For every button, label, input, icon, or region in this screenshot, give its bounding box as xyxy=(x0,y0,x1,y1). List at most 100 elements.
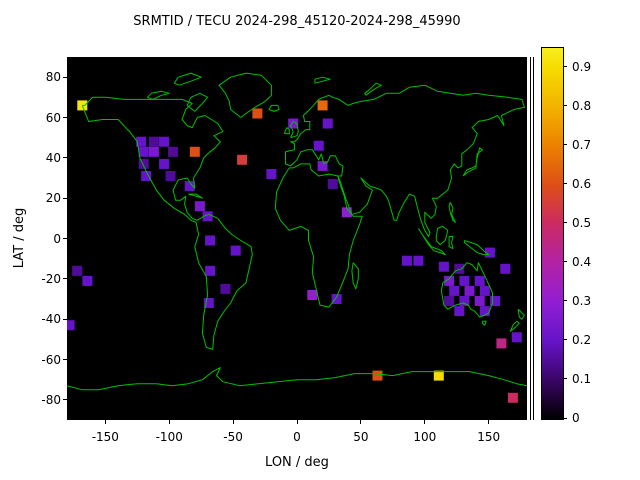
coastline xyxy=(417,228,446,256)
map-svg xyxy=(67,72,527,403)
coastline xyxy=(285,84,525,237)
coastline xyxy=(188,193,203,199)
heatmap-cell xyxy=(317,160,328,171)
y-tick-label: -80 xyxy=(41,392,61,407)
heatmap-cell xyxy=(165,171,176,181)
axis-tick xyxy=(563,105,567,107)
colorbar-tick-label: 0.3 xyxy=(572,293,592,308)
axis-tick xyxy=(63,76,67,78)
heatmap-cell xyxy=(474,296,485,306)
heatmap-cell xyxy=(168,146,179,157)
heatmap-cell xyxy=(194,201,205,212)
axis-tick xyxy=(63,117,67,118)
coastline xyxy=(462,147,483,177)
heatmap-cell xyxy=(138,158,149,169)
axis-tick xyxy=(168,420,170,424)
x-axis-label: LON / deg xyxy=(265,455,329,470)
colorbar-separator-line xyxy=(533,57,534,420)
heatmap-cell xyxy=(449,285,460,296)
coastline xyxy=(435,225,449,246)
heatmap-cell xyxy=(237,154,248,165)
map-plot xyxy=(67,57,527,420)
axis-tick xyxy=(63,157,67,159)
coastline xyxy=(448,202,456,223)
heatmap-cell xyxy=(341,207,352,218)
axis-tick xyxy=(63,197,67,199)
y-tick-label: 20 xyxy=(45,191,61,206)
axis-tick xyxy=(63,278,67,280)
heatmap-cell xyxy=(148,146,159,157)
axis-tick xyxy=(563,417,567,419)
axis-tick xyxy=(563,339,567,341)
heatmap-cell xyxy=(307,290,318,300)
heatmap-cell xyxy=(511,332,522,343)
y-tick-label: 60 xyxy=(45,110,61,125)
axis-tick xyxy=(563,261,567,263)
heatmap-cell xyxy=(433,370,444,381)
colorbar-tick-label: 0.7 xyxy=(572,137,592,152)
heatmap-cell xyxy=(159,136,170,147)
coastline xyxy=(448,236,454,250)
axis-tick xyxy=(104,420,106,424)
y-tick-label: 80 xyxy=(45,70,61,85)
heatmap-cell xyxy=(438,261,449,272)
heatmap-cell xyxy=(148,136,159,147)
axis-tick xyxy=(63,359,67,360)
heatmap-cell xyxy=(67,320,75,331)
coastline xyxy=(517,308,525,320)
heatmap-cell xyxy=(454,263,465,274)
axis-tick xyxy=(63,399,67,401)
heatmap-cell xyxy=(459,275,470,286)
heatmap-cell xyxy=(479,306,490,317)
axis-tick xyxy=(563,222,567,224)
heatmap-cell xyxy=(138,146,149,157)
coastline xyxy=(274,163,363,308)
heatmap-cell xyxy=(372,370,383,381)
heatmap-cell xyxy=(500,263,511,274)
coastline xyxy=(173,72,202,86)
heatmap-cell xyxy=(205,265,216,276)
axis-tick xyxy=(563,378,567,380)
coastline xyxy=(186,92,209,112)
axis-tick xyxy=(563,144,567,146)
y-tick-label: -20 xyxy=(41,271,61,286)
coastline xyxy=(351,262,359,290)
heatmap-cell xyxy=(454,306,465,317)
axis-tick xyxy=(360,420,362,424)
heatmap-cell xyxy=(252,108,263,119)
heatmap-cell xyxy=(141,171,152,181)
axis-tick xyxy=(63,238,67,239)
colorbar-tick-label: 0.1 xyxy=(572,371,592,386)
plot-title: SRMTID / TECU 2024-298_45120-2024-298_45… xyxy=(133,14,461,29)
coastline xyxy=(364,82,382,96)
heatmap-cell xyxy=(159,158,170,169)
y-tick-label: -40 xyxy=(41,312,61,327)
heatmap-cell xyxy=(490,296,501,306)
colorbar-tick-label: 0 xyxy=(572,411,580,425)
x-tick-label: 100 xyxy=(413,430,437,444)
heatmap-cell xyxy=(203,298,214,308)
y-tick-label: 40 xyxy=(45,150,61,165)
coastline xyxy=(218,72,272,118)
x-tick-label: -100 xyxy=(155,430,183,444)
heatmap-cell xyxy=(444,296,455,306)
colorbar-tick-label: 0.8 xyxy=(572,98,592,113)
x-tick-label: 0 xyxy=(293,430,301,444)
heatmap-cell xyxy=(444,275,455,286)
heatmap-cell xyxy=(313,140,324,151)
coastline xyxy=(463,240,490,256)
colorbar-tick-label: 0.5 xyxy=(572,215,592,230)
heatmap-cell xyxy=(72,265,83,276)
heatmap-cell xyxy=(82,275,93,286)
heatmap-cell xyxy=(401,255,412,266)
y-tick-label: -60 xyxy=(41,352,61,367)
axis-tick xyxy=(563,66,567,68)
colorbar-separator-line xyxy=(530,57,531,420)
heatmap-cell xyxy=(184,181,195,192)
heatmap-cell xyxy=(266,169,277,179)
coastline xyxy=(481,320,487,326)
heatmap-cell xyxy=(496,338,507,349)
axis-tick xyxy=(488,420,490,424)
axis-tick xyxy=(232,420,234,424)
heatmap-cell xyxy=(413,255,424,266)
